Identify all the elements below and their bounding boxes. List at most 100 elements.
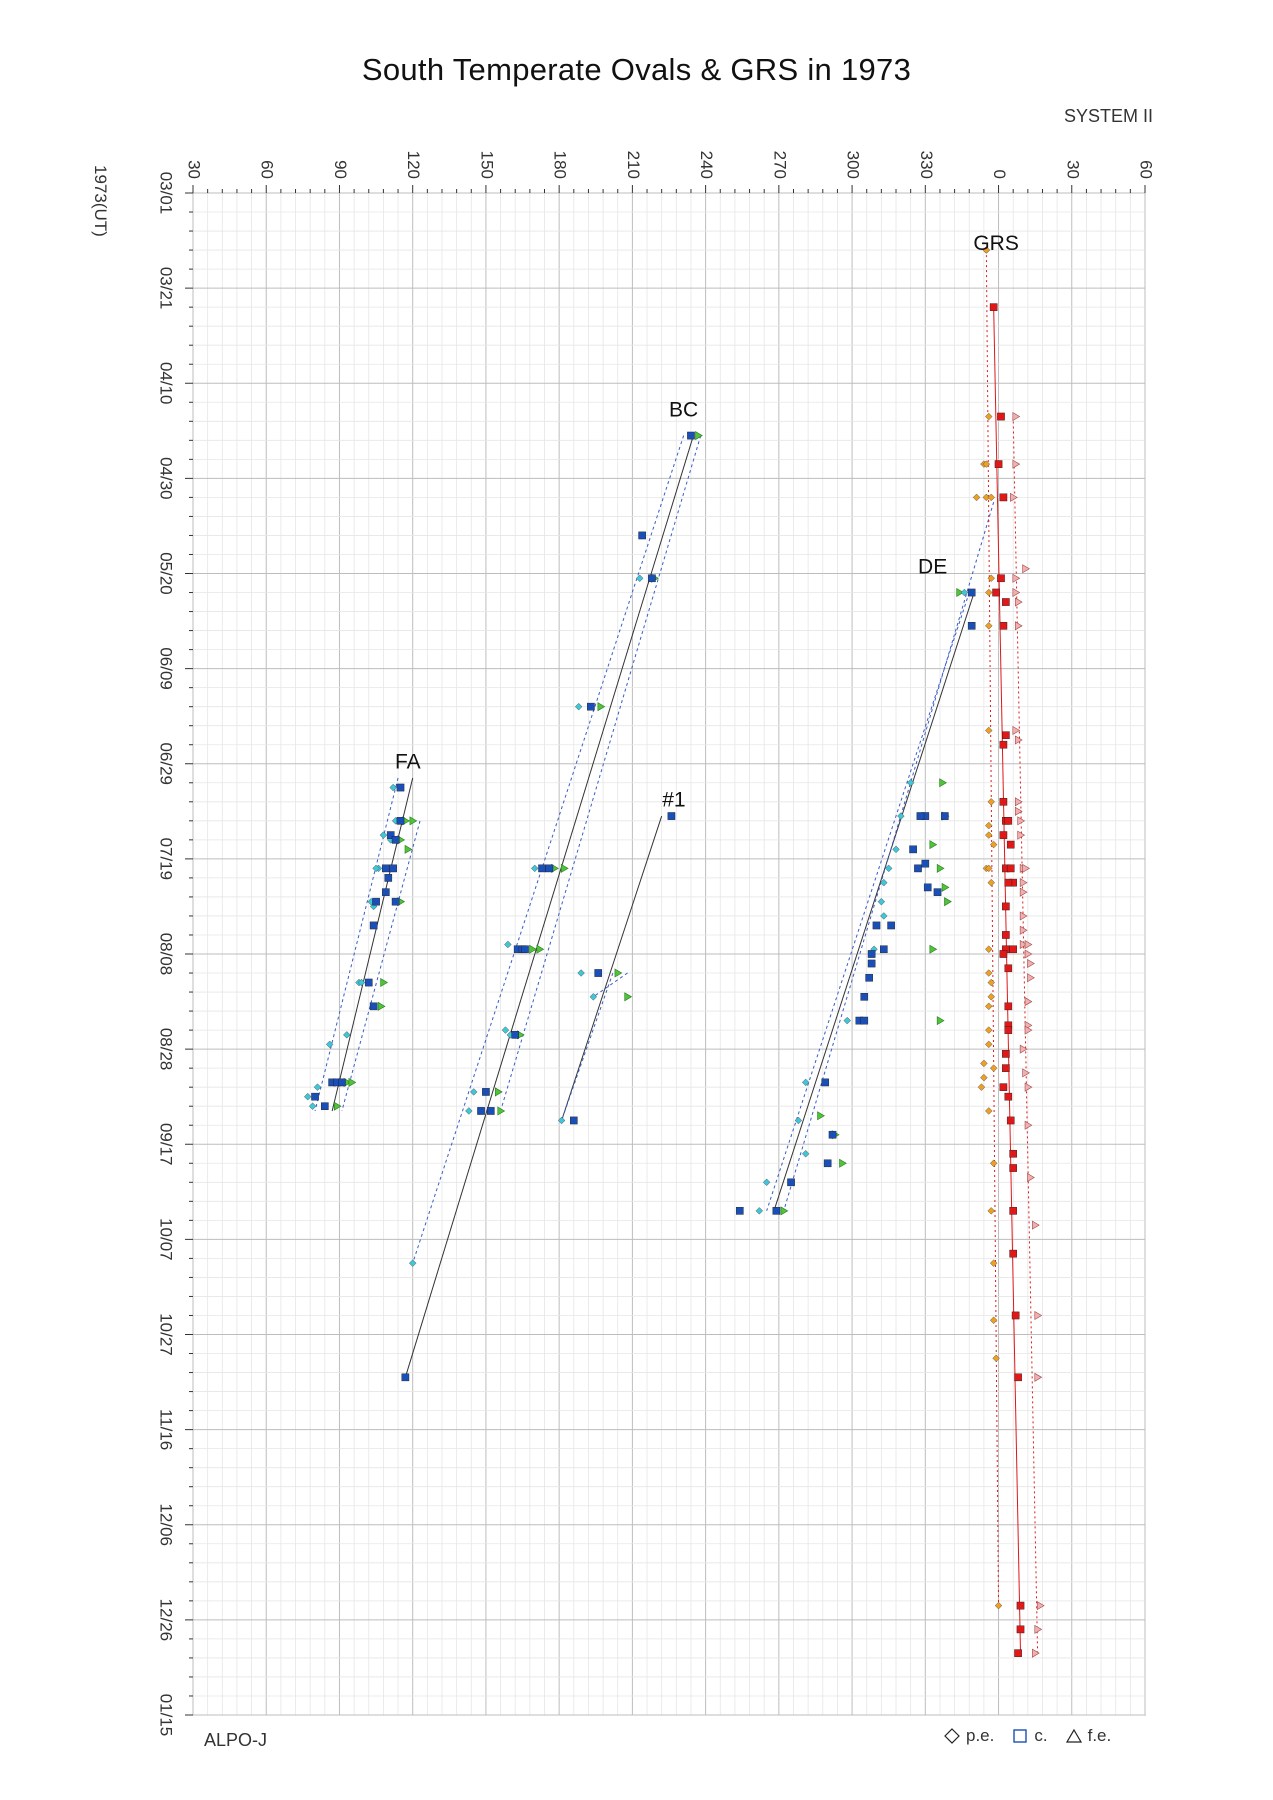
- fit-line-center: [331, 777, 414, 1112]
- series-annotation: #1: [662, 789, 685, 812]
- point-c: [667, 812, 676, 820]
- point-pe: [985, 969, 993, 977]
- point-pe: [989, 1259, 998, 1267]
- point-fe: [1034, 1372, 1043, 1382]
- point-pe: [801, 1078, 810, 1087]
- point-c: [1009, 1149, 1017, 1158]
- point-c: [860, 993, 869, 1001]
- point-c: [391, 836, 400, 844]
- series-annotation: DE: [918, 556, 947, 579]
- point-fe: [1034, 1310, 1043, 1320]
- point-c: [992, 588, 1000, 597]
- point-pe: [985, 588, 993, 597]
- square-icon: [1013, 1729, 1028, 1743]
- y-tick-label: 04/30: [157, 457, 176, 500]
- point-c: [389, 864, 397, 873]
- point-c: [364, 978, 373, 987]
- point-c: [772, 1207, 781, 1215]
- point-c: [865, 973, 873, 982]
- point-c: [933, 888, 942, 896]
- point-pe: [357, 978, 366, 987]
- x-tick-label: 30: [1063, 160, 1082, 179]
- point-c: [880, 945, 888, 954]
- point-pe: [987, 993, 995, 1001]
- point-c: [1004, 1002, 1013, 1011]
- point-c: [594, 969, 603, 977]
- point-c: [997, 574, 1005, 583]
- x-tick-label: 0: [990, 170, 1009, 179]
- point-fe: [1027, 973, 1035, 983]
- system-label: SYSTEM II: [1063, 106, 1153, 126]
- point-fe: [497, 1106, 506, 1116]
- point-pe: [877, 897, 886, 906]
- point-pe: [960, 588, 969, 597]
- point-c: [916, 812, 925, 820]
- point-pe: [892, 845, 900, 854]
- point-pe: [762, 1178, 771, 1187]
- legend-item-c: c.: [1012, 1726, 1048, 1746]
- point-fe: [409, 816, 418, 826]
- point-c: [1009, 945, 1017, 954]
- point-c: [923, 883, 932, 892]
- point-fe: [936, 863, 945, 873]
- point-pe: [982, 460, 991, 468]
- point-c: [867, 959, 876, 968]
- point-fe: [929, 944, 938, 954]
- point-fe: [1019, 887, 1028, 897]
- point-c: [994, 460, 1003, 468]
- point-fe: [560, 863, 569, 873]
- point-c: [386, 831, 395, 839]
- point-c: [872, 921, 881, 930]
- y-tick-label: 05/20: [157, 552, 176, 595]
- point-pe: [577, 969, 585, 977]
- y-tick-label: 07/19: [157, 838, 176, 881]
- legend-label-c: c.: [1034, 1726, 1048, 1745]
- point-fe: [1014, 735, 1023, 745]
- point-pe: [985, 412, 993, 421]
- point-c: [384, 874, 393, 882]
- point-fe: [1024, 1120, 1033, 1130]
- point-pe: [880, 878, 888, 887]
- point-fe: [529, 944, 537, 954]
- point-fe: [1017, 830, 1026, 840]
- point-fe: [1012, 412, 1021, 422]
- point-c: [787, 1178, 795, 1187]
- point-c: [999, 950, 1008, 958]
- axis-labels: 30 60 90 120 150 180 210 240 270 300 330 0 30 60 03/01…: [157, 151, 1156, 1737]
- point-c: [914, 864, 922, 873]
- point-c: [967, 588, 976, 597]
- point-pe: [985, 622, 993, 630]
- point-c: [999, 798, 1008, 806]
- point-c: [1002, 931, 1010, 939]
- point-c: [821, 1078, 830, 1087]
- point-c: [521, 945, 529, 954]
- x-tick-label: 150: [477, 151, 496, 179]
- axis-ticks: [185, 185, 1146, 1716]
- point-pe: [989, 1064, 998, 1072]
- point-fe: [929, 840, 938, 850]
- point-c: [587, 702, 595, 711]
- fit-line-center: [561, 815, 663, 1121]
- point-pe: [989, 1316, 998, 1324]
- fit-lines: [314, 250, 1039, 1654]
- point-c: [1002, 598, 1010, 606]
- point-pe: [985, 831, 993, 839]
- point-pe: [994, 1601, 1003, 1610]
- point-fe: [1019, 1044, 1028, 1054]
- point-c: [538, 864, 546, 873]
- point-fe: [1022, 863, 1030, 873]
- triangle-icon: [1065, 1728, 1082, 1743]
- y-tick-label: 03/01: [157, 172, 176, 215]
- point-c: [570, 1116, 578, 1125]
- point-fe: [780, 1206, 789, 1216]
- legend-item-pe: p.e.: [944, 1726, 994, 1746]
- legend: p.e. c. f.e.: [944, 1726, 1111, 1746]
- point-c: [396, 783, 405, 792]
- point-c: [921, 859, 930, 868]
- y-tick-label: 01/15: [157, 1694, 176, 1737]
- point-c: [648, 574, 656, 583]
- y-tick-label: 12/26: [157, 1599, 176, 1642]
- fit-line-center: [404, 435, 694, 1378]
- point-c: [1011, 1311, 1020, 1320]
- fit-line-preceding: [314, 777, 399, 1112]
